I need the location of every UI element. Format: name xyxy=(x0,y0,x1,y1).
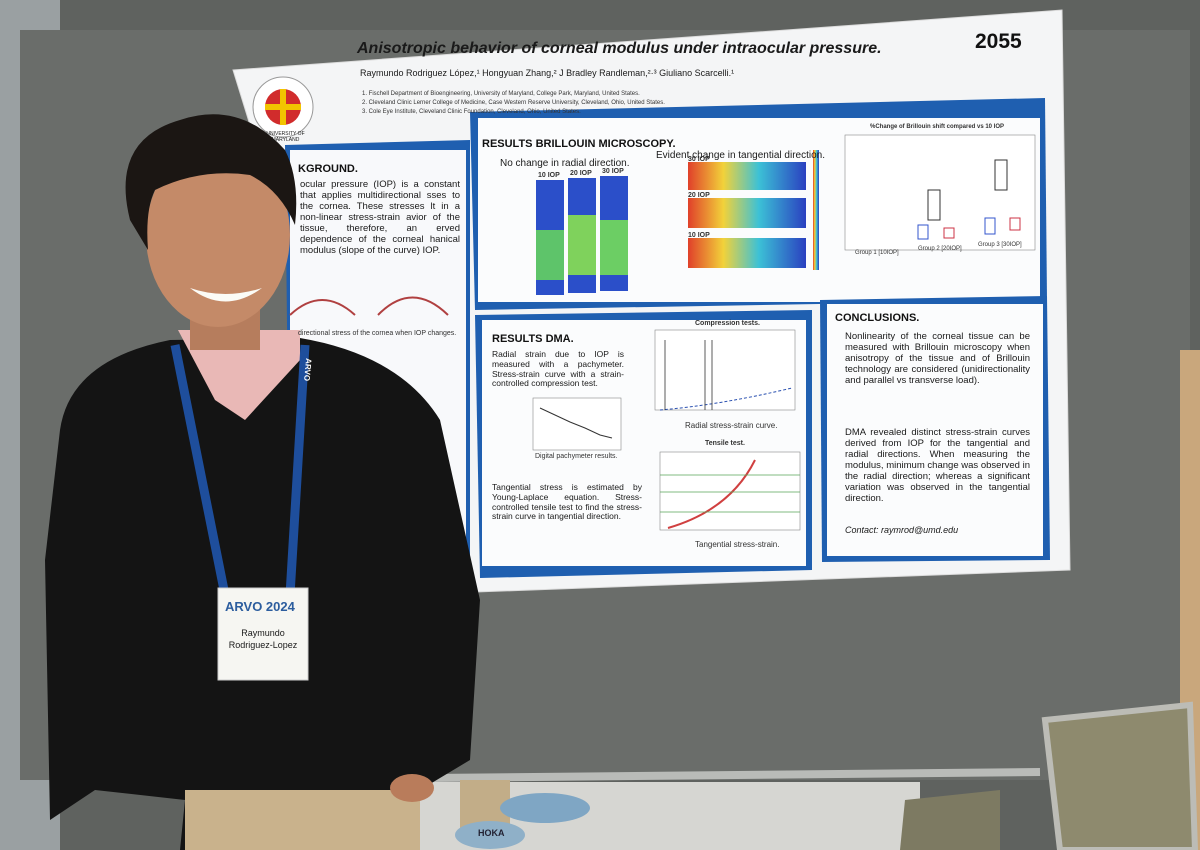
board-frame xyxy=(429,768,1041,782)
chair-seat xyxy=(900,790,1000,850)
logo-text: UNIVERSITY OF MARYLAND xyxy=(266,131,305,143)
pachymeter-curve xyxy=(539,407,613,439)
shirt-collar xyxy=(178,330,300,420)
group-label: Group 2 [20IOP] xyxy=(918,246,962,252)
section-heading: KGROUND. xyxy=(298,163,358,175)
conclusions-panel-inner xyxy=(827,304,1043,556)
chart-title: %Change of Brillouin shift compared vs 1… xyxy=(870,124,1005,130)
caption: Radial stress-strain curve. xyxy=(685,421,778,430)
tensile-lines xyxy=(660,474,800,513)
tensile-chart xyxy=(659,451,801,531)
group-label: Group 1 [10IOP] xyxy=(855,250,899,256)
group-label: Group 3 [30IOP] xyxy=(978,242,1022,248)
iop-label: 30 IOP xyxy=(602,168,624,175)
caption: Tensile test. xyxy=(705,440,745,447)
boxplot xyxy=(943,227,955,239)
brillouin-map-band xyxy=(600,220,628,275)
compression-curve xyxy=(659,387,793,411)
brillouin-map-band xyxy=(568,215,596,275)
section-text: Tangential stress is estimated by Young-… xyxy=(492,482,642,522)
poster-number: 2055 xyxy=(975,30,1022,53)
contact: Contact: raymrod@umd.edu xyxy=(845,525,959,535)
affiliation: 3. Cole Eye Institute, Cleveland Clinic … xyxy=(362,109,581,115)
shoe xyxy=(500,793,590,823)
boxplot xyxy=(1009,217,1021,231)
iop-label: 10 IOP xyxy=(538,172,560,179)
subheading: No change in radial direction. xyxy=(500,158,630,169)
shoe xyxy=(455,821,525,849)
boxplot xyxy=(917,224,929,240)
colorbar xyxy=(813,150,819,270)
iop-label: 30 IOP xyxy=(688,156,710,163)
boxplot xyxy=(994,159,1008,191)
face xyxy=(146,143,290,327)
pachymeter-chart xyxy=(532,397,622,451)
affiliation: 2. Cleveland Clinic Lerner College of Me… xyxy=(362,100,665,106)
iop-label: 20 IOP xyxy=(688,192,710,199)
boxplot-chart xyxy=(844,134,1036,251)
tensile-curve xyxy=(667,459,756,529)
badge xyxy=(217,587,309,681)
tangential-map xyxy=(688,162,806,190)
badge-name: Raymundo xyxy=(241,628,285,638)
caption: Compression tests. xyxy=(695,320,760,327)
caption: Digital pachymeter results. xyxy=(535,453,618,460)
subheading: Evident change in tangential direction. xyxy=(656,150,826,161)
cornea-diagram xyxy=(289,299,356,316)
chair xyxy=(1041,701,1199,850)
hair xyxy=(125,114,297,251)
boxplot xyxy=(927,189,941,221)
section-text: ocular pressure (IOP) is a constant that… xyxy=(300,179,460,256)
affiliation: 1. Fischell Department of Bioengineering… xyxy=(362,91,640,97)
lanyard xyxy=(170,344,310,596)
smile xyxy=(190,288,262,302)
conclusion: Nonlinearity of the corneal tissue can b… xyxy=(845,331,1030,386)
section-heading: RESULTS DMA. xyxy=(492,333,574,345)
shoe-brand: HOKA xyxy=(478,828,505,838)
caption: Tangential stress-strain. xyxy=(695,540,780,549)
compression-chart xyxy=(654,329,796,411)
compression-lines xyxy=(664,340,713,410)
badge-name: Rodriguez-Lopez xyxy=(228,640,298,650)
conclusion: DMA revealed distinct stress-strain curv… xyxy=(845,427,1030,504)
cornea-diagram xyxy=(377,296,449,316)
badge-event: ARVO 2024 xyxy=(225,599,295,614)
iop-label: 10 IOP xyxy=(688,232,710,239)
section-text: Radial strain due to IOP is measured wit… xyxy=(492,349,624,389)
iop-label: 20 IOP xyxy=(570,170,592,177)
authors: Raymundo Rodriguez López,¹ Hongyuan Zhan… xyxy=(360,68,735,78)
section-heading: CONCLUSIONS. xyxy=(835,312,920,324)
logo-cross xyxy=(265,89,301,125)
tangential-map xyxy=(688,238,806,268)
caption: directional stress of the cornea when IO… xyxy=(298,330,457,337)
pants xyxy=(185,790,420,850)
boxplot xyxy=(984,217,996,235)
brillouin-map-band xyxy=(536,230,564,280)
tangential-map xyxy=(688,198,806,228)
section-heading: RESULTS BRILLOUIN MICROSCOPY. xyxy=(482,138,676,150)
hand xyxy=(390,774,434,802)
poster-title: Anisotropic behavior of corneal modulus … xyxy=(357,40,882,57)
